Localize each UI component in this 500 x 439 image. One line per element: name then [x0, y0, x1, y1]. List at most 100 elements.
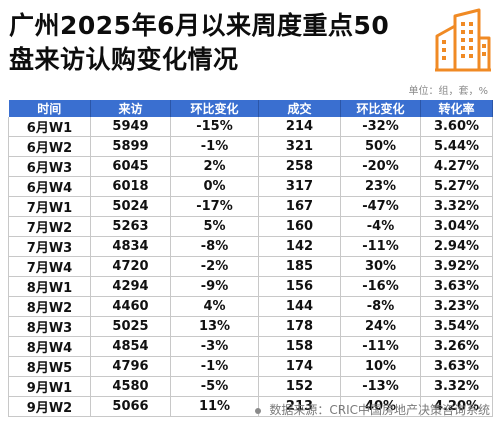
cell-deals: 178 [258, 316, 341, 337]
cell-time: 7月W4 [8, 256, 91, 277]
table-row: 8月W3 5025 13% 178 24% 3.54% [8, 316, 493, 337]
cell-time: 8月W2 [8, 296, 91, 317]
table-row: 8月W2 4460 4% 144 -8% 3.23% [8, 296, 493, 317]
cell-time: 7月W2 [8, 216, 91, 237]
building-icon [435, 8, 491, 72]
cell-visits-change: 2% [170, 156, 259, 177]
cell-visits-change: -9% [170, 276, 259, 297]
cell-visits: 4834 [90, 236, 171, 257]
header: 广州2025年6月以来周度重点50 盘来访认购变化情况 单位：组，套，% [0, 0, 500, 98]
cell-deals: 156 [258, 276, 341, 297]
cell-deals-change: -4% [340, 216, 421, 237]
cell-visits-change: -1% [170, 136, 259, 157]
cell-visits: 4294 [90, 276, 171, 297]
cell-visits: 5024 [90, 196, 171, 217]
cell-visits-change: 5% [170, 216, 259, 237]
col-header-visits: 来访 [90, 100, 171, 117]
cell-rate: 3.63% [420, 356, 493, 377]
cell-visits: 5899 [90, 136, 171, 157]
table-row: 7月W3 4834 -8% 142 -11% 2.94% [8, 236, 493, 257]
cell-deals: 185 [258, 256, 341, 277]
cell-deals: 174 [258, 356, 341, 377]
cell-time: 6月W2 [8, 136, 91, 157]
cell-rate: 3.32% [420, 196, 493, 217]
cell-rate: 5.27% [420, 176, 493, 197]
cell-visits-change: -15% [170, 117, 259, 137]
cell-visits: 4854 [90, 336, 171, 357]
source-note: 数据来源：CRIC中国房地产决策咨询系统 [255, 401, 490, 418]
data-table: 时间 来访 环比变化 成交 环比变化 转化率 6月W1 5949 -15% 214 -3… [8, 100, 493, 417]
cell-deals: 258 [258, 156, 341, 177]
cell-rate: 3.60% [420, 117, 493, 137]
cell-deals: 167 [258, 196, 341, 217]
table-row: 7月W2 5263 5% 160 -4% 3.04% [8, 216, 493, 237]
cell-deals-change: -11% [340, 336, 421, 357]
col-header-visits-change: 环比变化 [170, 100, 259, 117]
table-row: 8月W1 4294 -9% 156 -16% 3.63% [8, 276, 493, 297]
cell-deals-change: 50% [340, 136, 421, 157]
cell-deals-change: -47% [340, 196, 421, 217]
cell-rate: 4.20% [420, 396, 493, 417]
cell-visits-change: -2% [170, 256, 259, 277]
page-title-line1: 广州2025年6月以来周度重点50 [9, 11, 390, 40]
cell-deals: 142 [258, 236, 341, 257]
cell-deals: 152 [258, 376, 341, 397]
table-row: 7月W1 5024 -17% 167 -47% 3.32% [8, 196, 493, 217]
cell-deals-change: -20% [340, 156, 421, 177]
cell-deals-change: -16% [340, 276, 421, 297]
cell-rate: 3.63% [420, 276, 493, 297]
dot-icon [255, 407, 262, 414]
cell-deals: 213 [258, 396, 341, 417]
cell-time: 7月W3 [8, 236, 91, 257]
cell-deals-change: 30% [340, 256, 421, 277]
cell-visits: 5949 [90, 117, 171, 137]
col-header-deals: 成交 [258, 100, 341, 117]
col-header-time: 时间 [8, 100, 91, 117]
cell-visits: 5263 [90, 216, 171, 237]
cell-rate: 3.32% [420, 376, 493, 397]
cell-rate: 3.54% [420, 316, 493, 337]
table-row: 8月W4 4854 -3% 158 -11% 3.26% [8, 336, 493, 357]
cell-deals-change: -13% [340, 376, 421, 397]
cell-visits-change: -5% [170, 376, 259, 397]
cell-deals: 144 [258, 296, 341, 317]
cell-visits: 4460 [90, 296, 171, 317]
table-row: 8月W5 4796 -1% 174 10% 3.63% [8, 356, 493, 377]
table-row: 6月W2 5899 -1% 321 50% 5.44% [8, 136, 493, 157]
cell-deals: 160 [258, 216, 341, 237]
cell-rate: 2.94% [420, 236, 493, 257]
cell-visits: 5025 [90, 316, 171, 337]
page-title-line2: 盘来访认购变化情况 [9, 45, 239, 74]
cell-time: 6月W1 [8, 117, 91, 137]
col-header-rate: 转化率 [420, 100, 493, 117]
table-row: 9月W1 4580 -5% 152 -13% 3.32% [8, 376, 493, 397]
cell-deals-change: -11% [340, 236, 421, 257]
cell-visits-change: -17% [170, 196, 259, 217]
cell-rate: 5.44% [420, 136, 493, 157]
cell-rate: 3.92% [420, 256, 493, 277]
cell-time: 9月W2 [8, 396, 91, 417]
cell-visits: 6018 [90, 176, 171, 197]
cell-visits-change: -3% [170, 336, 259, 357]
cell-time: 8月W5 [8, 356, 91, 377]
cell-visits: 5066 [90, 396, 171, 417]
cell-visits: 4796 [90, 356, 171, 377]
cell-deals: 158 [258, 336, 341, 357]
col-header-deals-change: 环比变化 [340, 100, 421, 117]
cell-rate: 3.26% [420, 336, 493, 357]
cell-visits: 6045 [90, 156, 171, 177]
cell-deals-change: -32% [340, 117, 421, 137]
cell-visits-change: -1% [170, 356, 259, 377]
cell-visits-change: 13% [170, 316, 259, 337]
units-note: 单位：组，套，% [408, 86, 488, 97]
cell-time: 7月W1 [8, 196, 91, 217]
cell-deals-change: 10% [340, 356, 421, 377]
cell-visits-change: 0% [170, 176, 259, 197]
cell-visits-change: 4% [170, 296, 259, 317]
cell-time: 6月W3 [8, 156, 91, 177]
table-row: 6月W4 6018 0% 317 23% 5.27% [8, 176, 493, 197]
cell-deals-change: 24% [340, 316, 421, 337]
table-row: 6月W3 6045 2% 258 -20% 4.27% [8, 156, 493, 177]
cell-deals-change: 40% [340, 396, 421, 417]
cell-time: 9月W1 [8, 376, 91, 397]
